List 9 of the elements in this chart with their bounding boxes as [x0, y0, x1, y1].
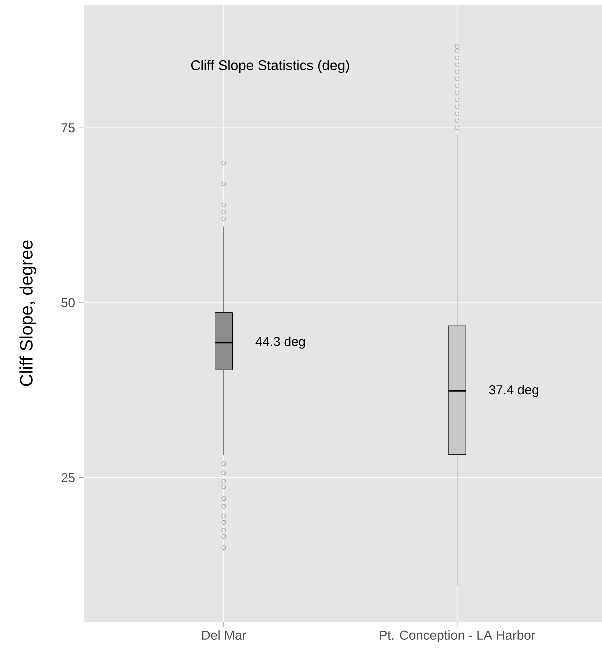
annotation: 44.3 deg: [256, 336, 306, 349]
y-tick-label: 50: [62, 298, 75, 308]
text: Cliff Slope Statistics (deg): [191, 60, 350, 74]
y-tick-label: 25: [62, 473, 75, 482]
x-tick-label: Pt. Conception - LA Harbor: [380, 630, 536, 643]
y-tick-label: 75: [62, 124, 75, 133]
x-tick-label: Del Mar: [202, 630, 246, 640]
y-axis-title: Cliff Slope, degree: [20, 240, 36, 386]
annotation: 37.4 deg: [489, 385, 538, 398]
